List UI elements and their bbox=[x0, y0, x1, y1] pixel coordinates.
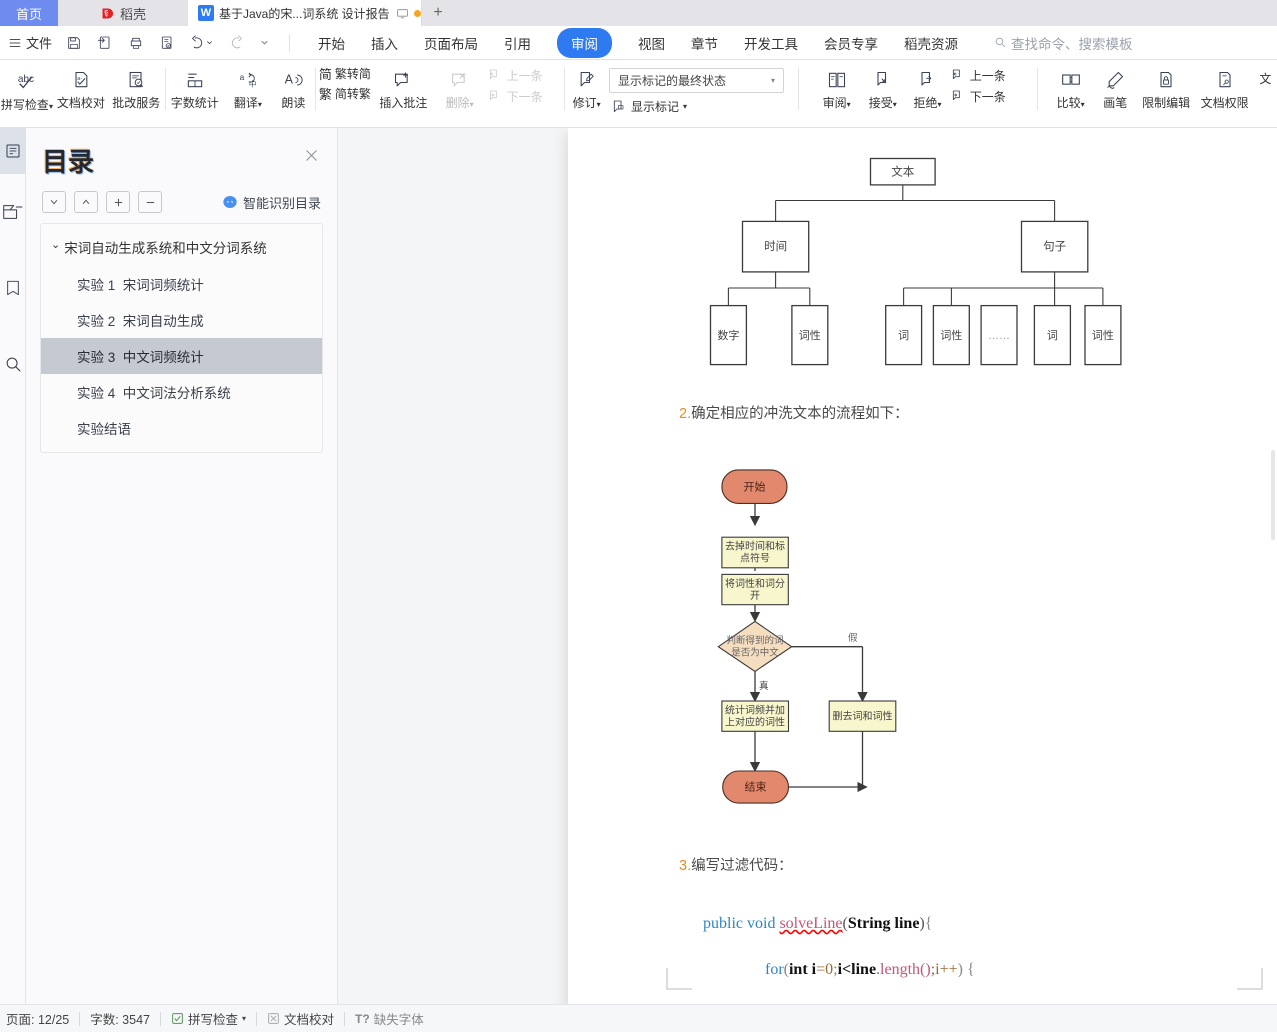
svg-text:中: 中 bbox=[249, 79, 257, 89]
svg-text:a-: a- bbox=[77, 76, 82, 82]
svg-text:结束: 结束 bbox=[745, 781, 767, 794]
svg-text:数字: 数字 bbox=[717, 328, 739, 342]
svg-text:删去词和词性: 删去词和词性 bbox=[833, 710, 893, 723]
svg-text:判断得到的词: 判断得到的词 bbox=[726, 635, 783, 647]
svg-text:将词性和词分: 将词性和词分 bbox=[725, 577, 785, 590]
svg-text:上对应的词性: 上对应的词性 bbox=[725, 715, 785, 728]
svg-text:假: 假 bbox=[848, 632, 858, 644]
svg-text:词: 词 bbox=[898, 329, 909, 342]
svg-text:点符号: 点符号 bbox=[740, 552, 770, 565]
svg-text:是否为中文: 是否为中文 bbox=[731, 647, 779, 659]
svg-text:开: 开 bbox=[750, 591, 760, 602]
svg-text:词: 词 bbox=[1047, 329, 1058, 342]
svg-text:词性: 词性 bbox=[1092, 328, 1114, 342]
svg-text:统计词频并加: 统计词频并加 bbox=[725, 703, 785, 716]
svg-text:开始: 开始 bbox=[744, 480, 766, 494]
svg-text:句子: 句子 bbox=[1043, 240, 1066, 253]
svg-text:A: A bbox=[285, 72, 294, 86]
svg-text:a: a bbox=[240, 72, 245, 82]
svg-text:文本: 文本 bbox=[891, 165, 914, 179]
svg-text:去掉时间和标: 去掉时间和标 bbox=[725, 540, 785, 553]
svg-text:真: 真 bbox=[759, 680, 769, 692]
svg-text:时间: 时间 bbox=[764, 240, 787, 253]
svg-text:词性: 词性 bbox=[799, 328, 821, 342]
svg-text:词性: 词性 bbox=[940, 328, 962, 342]
svg-text:……: …… bbox=[988, 330, 1010, 342]
